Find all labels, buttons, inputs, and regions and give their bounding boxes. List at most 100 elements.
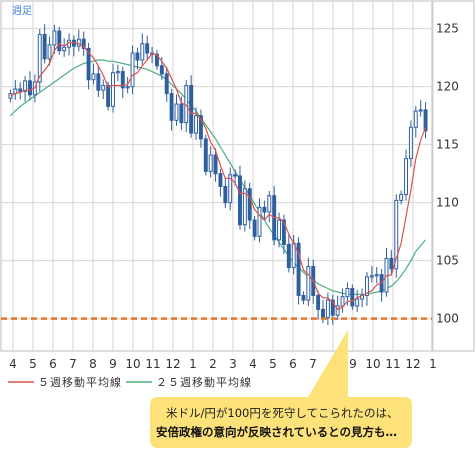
candle-up <box>413 110 418 128</box>
legend: ５週移動平均線 ２５週移動平均線 <box>8 375 252 389</box>
candle-down <box>96 73 101 91</box>
candle-down <box>106 85 111 107</box>
x-tick-label: 10 <box>125 357 140 371</box>
x-tick-label: 1 <box>189 357 197 371</box>
candle-down <box>316 294 321 310</box>
legend-ma5-label: ５週移動平均線 <box>38 375 122 389</box>
y-tick-label: 100 <box>436 312 459 326</box>
candle-up <box>277 219 282 241</box>
candle-down <box>189 85 194 134</box>
candle-down <box>213 154 218 175</box>
x-tick-labels: 4 5 6 7 8 9 10 11 12 1 2 3 4 5 6 7 9 10 11 12 1 <box>9 357 437 371</box>
y-tick-label: 115 <box>436 138 459 152</box>
x-tick-label: 7 <box>309 357 317 371</box>
x-tick-label: 11 <box>385 357 400 371</box>
candle-up <box>115 71 120 74</box>
candle-down <box>198 115 203 140</box>
candle-down <box>159 65 164 75</box>
callout-bubble <box>150 330 412 448</box>
candle-up <box>306 265 311 301</box>
x-tick-label: 11 <box>145 357 160 371</box>
candle-down <box>164 73 169 95</box>
candle-up <box>291 242 296 269</box>
x-tick-label: 5 <box>29 357 37 371</box>
candle-up <box>394 199 399 270</box>
candle-down <box>330 299 335 316</box>
candle-up <box>374 274 379 277</box>
candle-up <box>418 109 423 112</box>
candle-down <box>57 30 62 52</box>
candle-down <box>296 242 301 296</box>
candle-down <box>223 185 228 204</box>
candle-down <box>42 33 47 60</box>
candle-down <box>135 52 140 61</box>
candle-down <box>350 288 355 307</box>
candle-up <box>37 33 42 83</box>
y-tick-label: 105 <box>436 254 459 268</box>
candle-up <box>369 275 374 278</box>
x-tick-label: 4 <box>249 357 257 371</box>
x-tick-label: 9 <box>109 357 117 371</box>
x-tick-label: 6 <box>49 357 57 371</box>
candle-up <box>364 276 369 296</box>
y-tick-label: 125 <box>436 22 459 36</box>
y-tick-label: 110 <box>436 196 459 210</box>
candle-up <box>355 298 360 307</box>
x-tick-label: 5 <box>269 357 277 371</box>
x-tick-label: 8 <box>89 357 97 371</box>
candle-down <box>18 88 23 92</box>
candle-up <box>23 80 28 92</box>
candles <box>8 24 428 326</box>
candle-down <box>286 243 291 269</box>
candle-up <box>257 206 262 237</box>
candle-down <box>423 109 428 132</box>
candle-up <box>345 288 350 298</box>
y-tick-labels: 100 105 110 115 120 125 <box>436 22 459 326</box>
candle-up <box>130 52 135 88</box>
candle-down <box>233 174 238 177</box>
x-tick-label: 4 <box>9 357 17 371</box>
ma25-series <box>9 59 427 295</box>
candle-up <box>267 195 272 213</box>
ma25-line <box>9 59 427 295</box>
candle-up <box>408 126 413 160</box>
candle-up <box>325 299 330 319</box>
candle-down <box>86 47 91 81</box>
candle-up <box>228 174 233 204</box>
candle-up <box>52 30 57 46</box>
candle-down <box>321 308 325 319</box>
candle-down <box>81 38 86 49</box>
candle-down <box>179 103 184 124</box>
x-tick-label: 6 <box>289 357 297 371</box>
candle-down <box>238 175 242 226</box>
candle-down <box>218 173 223 187</box>
legend-ma25-label: ２５週移動平均線 <box>156 375 252 389</box>
callout-line1: 米ドル/円が100円を死守してこられたのは、 <box>166 406 398 420</box>
candle-up <box>174 103 179 121</box>
candle-up <box>194 115 198 134</box>
candle-up <box>335 305 340 316</box>
x-tick-label: 12 <box>405 357 420 371</box>
candle-down <box>301 294 306 301</box>
candle-down <box>203 138 208 172</box>
candle-down <box>154 53 159 67</box>
x-tick-label: 2 <box>209 357 217 371</box>
candle-up <box>399 194 404 201</box>
ma5-line <box>10 42 427 311</box>
candle-up <box>101 85 106 91</box>
candle-up <box>140 43 145 61</box>
x-tick-label: 1 <box>429 357 437 371</box>
candle-up <box>404 158 408 196</box>
candle-up <box>208 154 213 172</box>
candle-up <box>91 73 96 81</box>
candle-up <box>340 296 345 307</box>
candle-up <box>76 38 81 47</box>
timeframe-label: 週足 <box>12 5 32 17</box>
candle-down <box>120 71 125 89</box>
candle-up <box>125 86 130 89</box>
x-tick-label: 3 <box>229 357 237 371</box>
candle-down <box>247 188 252 221</box>
x-tick-label: 10 <box>365 357 380 371</box>
candle-up <box>47 44 52 60</box>
